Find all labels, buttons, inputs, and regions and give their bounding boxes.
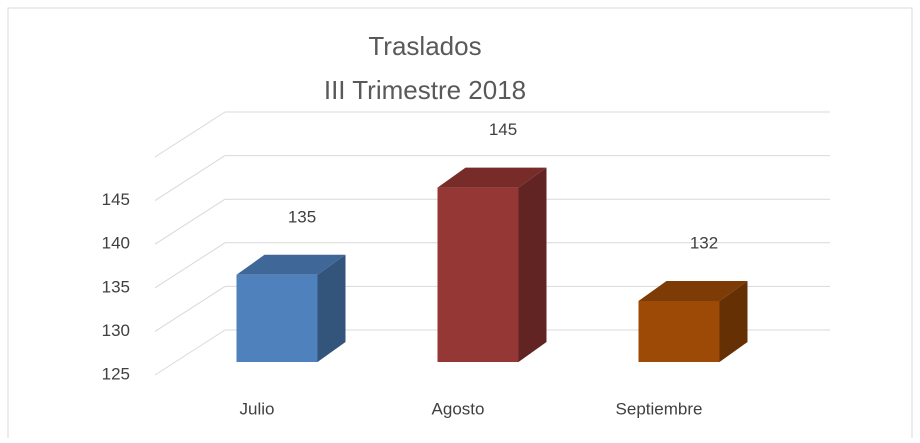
y-tick-label: 140 [102,234,130,253]
bar [437,167,547,362]
value-label: 135 [288,207,316,226]
grid-line [154,285,226,332]
value-label: 132 [690,233,718,252]
bar-side [317,254,346,362]
y-tick-label: 135 [102,277,130,296]
x-tick-label: Agosto [432,399,485,418]
bar-top [236,254,346,275]
y-tick-label: 130 [102,321,130,340]
grid-line [154,242,226,289]
x-tick-label: Septiembre [616,399,703,418]
chart-title: Traslados [368,31,481,61]
bar-front [638,300,720,362]
bar-front [236,274,318,362]
grid-line [154,155,226,202]
grid-line [154,198,226,245]
x-tick-label: Julio [240,399,275,418]
grid-line [154,329,226,376]
bar-top [437,167,547,188]
chart-subtitle: III Trimestre 2018 [324,75,526,105]
grid-line [154,111,226,158]
bar-side [719,280,748,362]
bar-front [437,187,519,362]
y-tick-label: 125 [102,364,130,383]
bar [236,254,346,362]
value-label: 145 [489,120,517,139]
y-tick-label: 145 [102,190,130,209]
bar [638,280,748,362]
bar-side [518,167,547,362]
bar-top [638,280,748,301]
